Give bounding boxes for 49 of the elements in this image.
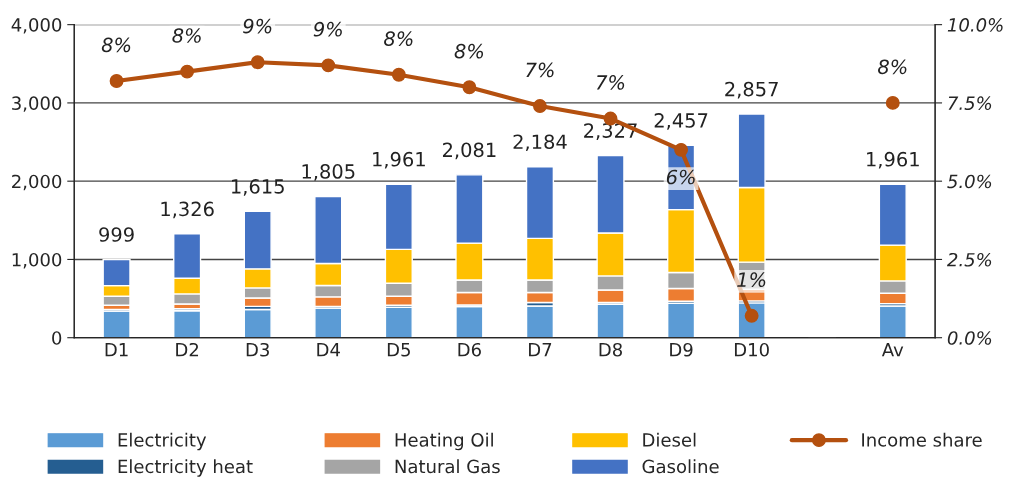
total-label: 1,326: [161, 201, 214, 219]
legend-label: Electricity heat: [118, 459, 253, 477]
x-tick-label: D5: [387, 343, 410, 357]
y2-tick-label: 5.0%: [947, 174, 992, 189]
x-tick-label: D2: [176, 342, 199, 357]
total-label: 1,961: [373, 151, 425, 169]
data-label: 9%: [243, 18, 272, 34]
y-tick-label: 0: [52, 331, 62, 345]
data-label: 7%: [526, 62, 554, 78]
data-label: 7%: [596, 75, 625, 90]
total-label: 1,805: [302, 164, 355, 181]
x-tick-label: D3: [246, 342, 269, 357]
y-tick-label: 4,000: [11, 18, 62, 34]
x-tick-label: D8: [599, 342, 622, 357]
data-label: 8%: [878, 59, 907, 75]
legend-label: Heating Oil: [395, 432, 493, 451]
x-tick-label: D7: [529, 343, 552, 357]
x-tick-label: D6: [458, 342, 481, 357]
y2-tick-label: 2.5%: [946, 252, 992, 267]
total-label: 2,457: [654, 113, 708, 130]
total-label: 1,961: [867, 151, 919, 169]
y2-tick-label: 0.0%: [947, 331, 992, 345]
legend-label: Electricity: [118, 432, 207, 451]
legend-label: Income share: [862, 432, 982, 447]
total-label: 2,081: [442, 142, 496, 160]
data-label: 6%: [666, 169, 695, 185]
data-label: 8%: [384, 31, 413, 46]
x-tick-label: D10: [734, 342, 769, 357]
total-label: 2,857: [725, 81, 778, 99]
data-label: 1%: [737, 272, 766, 288]
data-label: 8%: [101, 37, 131, 53]
y2-tick-label: 10.0%: [947, 18, 1003, 32]
x-tick-label: D4: [317, 343, 340, 357]
total-label: 999: [99, 227, 134, 242]
legend-label: Natural Gas: [395, 459, 500, 474]
y-tick-label: 2,000: [12, 174, 62, 191]
y-tick-label: 1,000: [12, 252, 62, 269]
y-tick-label: 3,000: [12, 96, 62, 112]
legend-label: Gasoline: [642, 459, 719, 474]
x-tick-label: D1: [105, 343, 128, 357]
data-label: 8%: [454, 43, 484, 59]
total-label: 2,184: [513, 134, 567, 152]
total-label: 1,615: [232, 179, 284, 196]
x-tick-label: D9: [670, 342, 693, 357]
data-label: 9%: [313, 21, 342, 37]
data-label: 8%: [172, 28, 201, 43]
y2-tick-label: 7.5%: [948, 96, 992, 111]
legend-label: Diesel: [643, 432, 696, 447]
x-tick-label: Av: [881, 343, 904, 357]
